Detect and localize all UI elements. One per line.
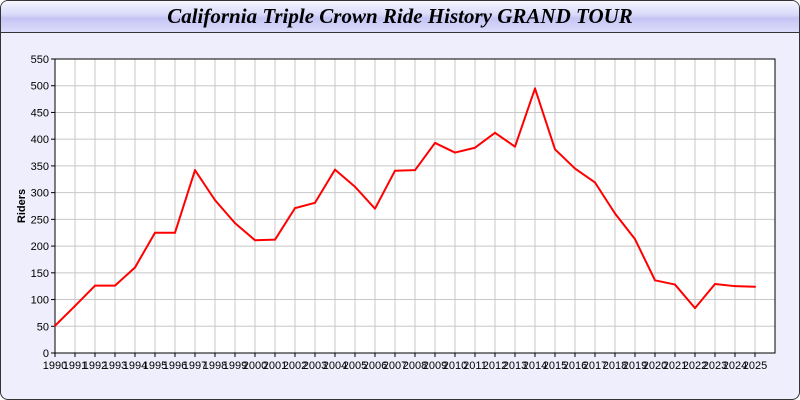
x-tick-label: 2021 [663,360,687,372]
data-point-2017 [594,181,596,184]
x-tick-label: 2005 [343,360,367,372]
y-tick-label: 50 [37,321,49,333]
x-tick-label: 2012 [483,360,507,372]
data-point-2020 [654,279,656,282]
data-point-1994 [134,266,136,269]
x-tick-label: 2003 [303,360,327,372]
x-tick-label: 2017 [583,360,607,372]
x-tick-label: 2014 [523,360,547,372]
x-tick-label: 2024 [723,360,747,372]
x-tick-label: 1990 [43,360,67,372]
data-point-1997 [194,169,196,172]
data-point-2004 [334,168,336,171]
y-tick-label: 550 [31,54,49,66]
x-tick-label: 2023 [703,360,727,372]
data-point-2011 [474,146,476,149]
x-tick-label: 2025 [743,360,767,372]
x-tick-label: 1994 [123,360,147,372]
data-point-1992 [94,284,96,287]
y-tick-label: 500 [31,81,49,93]
data-point-2002 [294,207,296,210]
data-point-2005 [354,185,356,188]
data-point-2016 [574,167,576,170]
data-point-2013 [514,145,516,148]
chart-title: California Triple Crown Ride History GRA… [167,4,633,28]
y-axis-label: Riders [16,189,28,223]
data-point-1999 [234,222,236,225]
plot-border [54,58,776,354]
x-tick-label: 2018 [603,360,627,372]
data-point-1990 [54,324,56,327]
data-point-2021 [674,283,676,286]
y-tick-label: 100 [31,295,49,307]
x-tick-label: 1993 [103,360,127,372]
x-tick-label: 1996 [163,360,187,372]
data-point-2025 [754,285,756,288]
y-tick-label: 0 [43,348,49,360]
data-point-2019 [634,238,636,241]
x-tick-label: 2001 [263,360,287,372]
data-point-1998 [214,199,216,202]
data-point-2023 [714,283,716,286]
x-tick-label: 1992 [83,360,107,372]
data-point-2009 [434,141,436,144]
y-tick-label: 200 [31,241,49,253]
data-point-1995 [154,231,156,234]
y-tick-label: 150 [31,268,49,280]
x-tick-label: 2015 [543,360,567,372]
data-point-2007 [394,169,396,172]
x-tick-label: 1999 [223,360,247,372]
data-point-2015 [554,148,556,151]
data-point-2008 [414,169,416,172]
x-tick-label: 2013 [503,360,527,372]
y-tick-label: 450 [31,107,49,119]
x-tick-label: 1997 [183,360,207,372]
x-tick-label: 1998 [203,360,227,372]
data-point-2012 [494,131,496,134]
x-tick-label: 2016 [563,360,587,372]
series-line [54,87,756,327]
x-tick-label: 2020 [643,360,667,372]
data-point-1991 [74,304,76,307]
data-point-2014 [534,87,536,90]
title-bar: California Triple Crown Ride History GRA… [1,1,799,33]
x-tick-label: 2010 [443,360,467,372]
y-tick-label: 300 [31,188,49,200]
x-tick-label: 1991 [63,360,87,372]
x-tick-label: 1995 [143,360,167,372]
y-tick-label: 400 [31,134,49,146]
x-tick-label: 2022 [683,360,707,372]
x-tick-label: 2002 [283,360,307,372]
data-point-2000 [254,239,256,242]
x-tick-label: 2006 [363,360,387,372]
x-tick-label: 2008 [403,360,427,372]
x-tick-label: 2009 [423,360,447,372]
x-tick-label: 2011 [463,360,487,372]
data-point-2010 [454,151,456,154]
data-point-2022 [694,307,696,310]
data-point-2018 [614,212,616,215]
y-tick-label: 250 [31,214,49,226]
x-tick-label: 2007 [383,360,407,372]
data-point-2006 [374,207,376,210]
data-point-1996 [174,231,176,234]
data-point-2024 [734,285,736,288]
data-point-1993 [114,284,116,287]
x-tick-label: 2000 [243,360,267,372]
x-tick-label: 2004 [323,360,347,372]
y-tick-label: 350 [31,161,49,173]
data-point-2001 [274,238,276,241]
x-tick-label: 2019 [623,360,647,372]
data-point-2003 [314,201,316,204]
